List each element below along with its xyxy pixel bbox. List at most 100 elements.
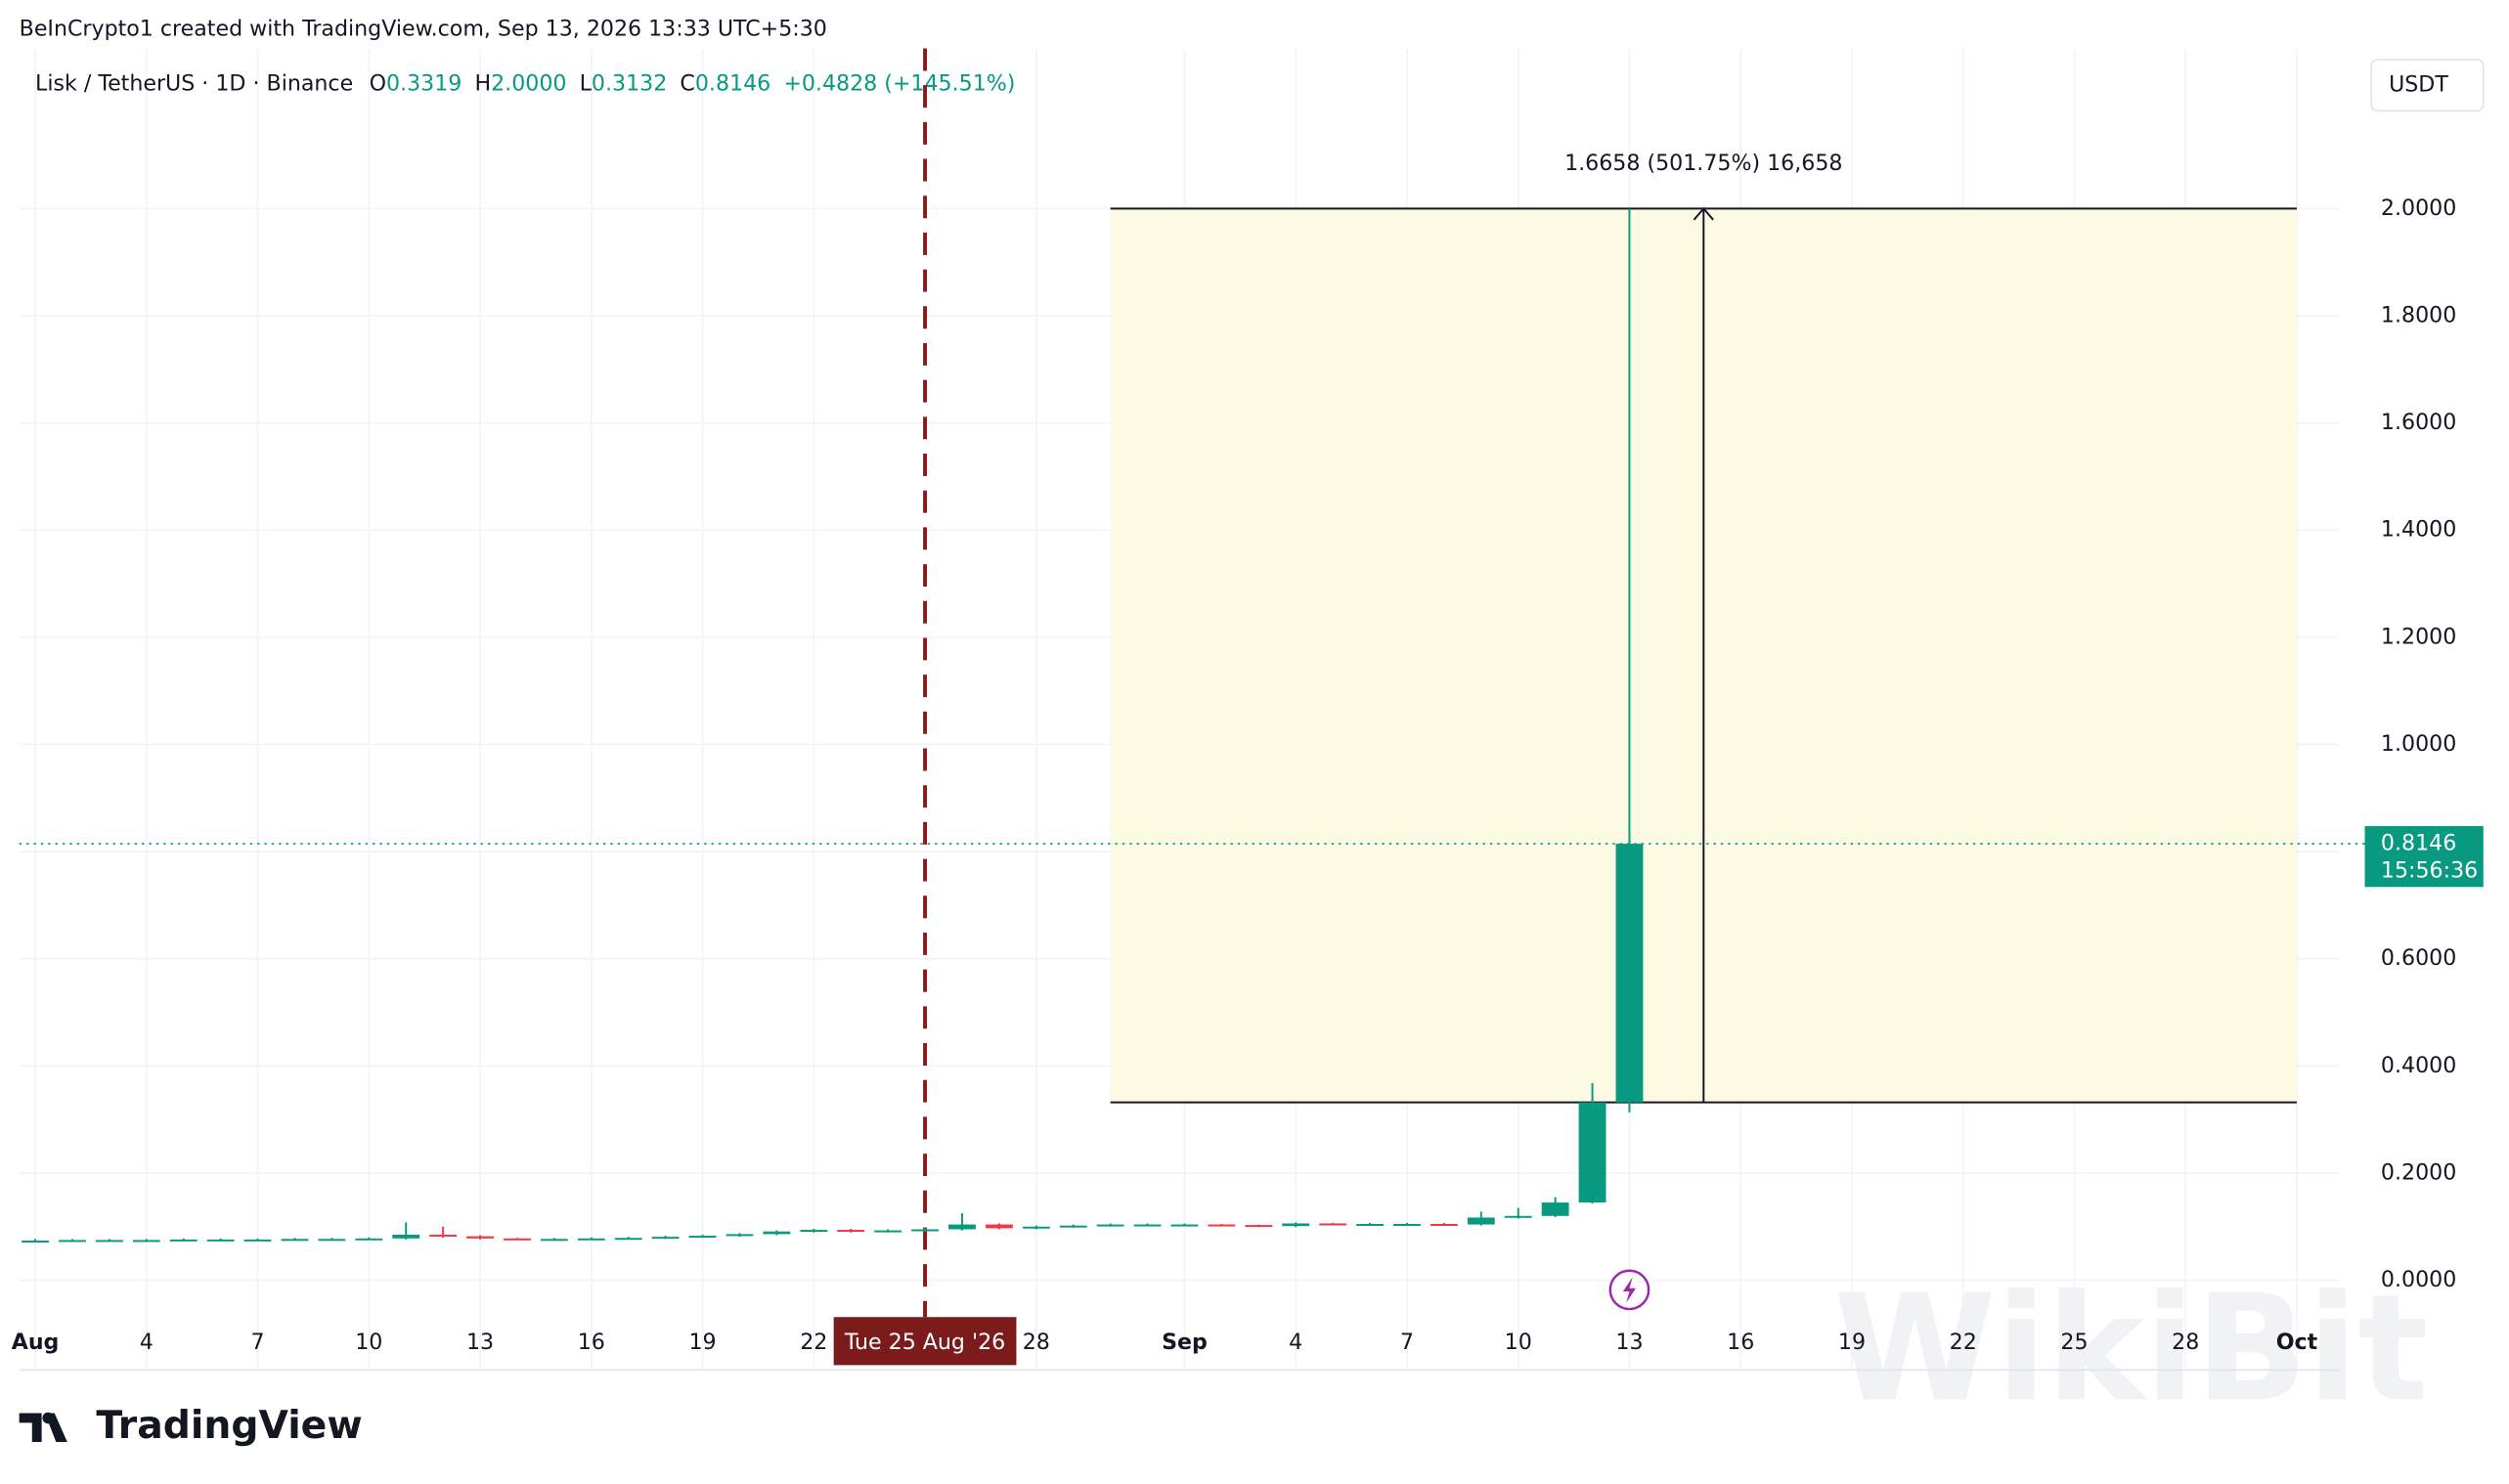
price-tag-countdown: 15:56:36 bbox=[2381, 857, 2478, 883]
y-tick-label: 0.0000 bbox=[2381, 1267, 2456, 1292]
candle-body bbox=[1059, 1225, 1087, 1228]
candle-body bbox=[169, 1239, 198, 1242]
legend-open: 0.3319 bbox=[386, 70, 462, 96]
crosshair-label-box bbox=[833, 1317, 1017, 1366]
candle-body bbox=[874, 1230, 902, 1233]
candle-body bbox=[132, 1240, 160, 1243]
x-tick-label: 10 bbox=[355, 1330, 382, 1355]
candle-body bbox=[985, 1224, 1013, 1229]
candle-body bbox=[577, 1238, 605, 1241]
y-tick-label: 1.2000 bbox=[2381, 624, 2456, 649]
logo-icon bbox=[19, 1412, 67, 1443]
candle-body bbox=[95, 1240, 123, 1243]
x-tick-label: Aug bbox=[12, 1330, 60, 1355]
candle-body bbox=[59, 1240, 86, 1243]
candle-body bbox=[1282, 1223, 1310, 1227]
candle-body bbox=[800, 1230, 828, 1233]
x-tick-label: 16 bbox=[578, 1330, 605, 1355]
candle-body bbox=[429, 1234, 458, 1237]
candle-body bbox=[1096, 1224, 1124, 1227]
candle-body bbox=[243, 1239, 272, 1242]
x-tick-label: Oct bbox=[2276, 1330, 2318, 1355]
candle-body bbox=[466, 1236, 494, 1239]
currency: USDT bbox=[2389, 72, 2448, 98]
logo-text: TradingView bbox=[96, 1404, 362, 1448]
currency-box[interactable] bbox=[2370, 59, 2485, 112]
legend-l: L bbox=[580, 70, 593, 96]
x-tick-label: 13 bbox=[466, 1330, 494, 1355]
x-tick-label: 4 bbox=[1289, 1330, 1302, 1355]
candle-body bbox=[1319, 1223, 1347, 1226]
candle-body bbox=[1430, 1224, 1458, 1226]
legend-change: +0.4828 (+145.51%) bbox=[783, 70, 1015, 96]
candle-body bbox=[1022, 1226, 1050, 1229]
candle-body bbox=[1245, 1225, 1273, 1228]
x-tick-label: 7 bbox=[251, 1330, 265, 1355]
candle-body bbox=[504, 1238, 531, 1241]
candle-body bbox=[1541, 1202, 1569, 1216]
y-tick-label: 1.4000 bbox=[2381, 517, 2456, 543]
x-tick-label: 4 bbox=[140, 1330, 154, 1355]
candle-body bbox=[1208, 1224, 1236, 1227]
x-tick-label: 25 bbox=[2060, 1330, 2088, 1355]
candle-body bbox=[651, 1237, 680, 1240]
candle-body bbox=[726, 1234, 754, 1237]
y-tick-label: 0.6000 bbox=[2381, 945, 2456, 971]
x-tick-label: 10 bbox=[1505, 1330, 1532, 1355]
y-tick-label: 1.0000 bbox=[2381, 731, 2456, 757]
candle-body bbox=[22, 1240, 49, 1243]
watermark: WikiBit bbox=[1833, 1262, 2428, 1434]
legend-c: C bbox=[680, 70, 694, 96]
candle-body bbox=[392, 1234, 420, 1239]
y-tick-label: 0.2000 bbox=[2381, 1159, 2456, 1185]
x-tick-label: 13 bbox=[1615, 1330, 1643, 1355]
candle-body bbox=[206, 1239, 235, 1242]
candle-body bbox=[281, 1239, 309, 1242]
header: BeInCrypto1 created with TradingView.com… bbox=[20, 16, 827, 41]
y-tick-label: 1.8000 bbox=[2381, 302, 2456, 327]
candle-body bbox=[540, 1239, 568, 1242]
candle-body bbox=[1615, 844, 1644, 1103]
legend-h: H bbox=[474, 70, 491, 96]
price-tag-value: 0.8146 bbox=[2381, 831, 2456, 856]
x-tick-label: 28 bbox=[1023, 1330, 1050, 1355]
candle-body bbox=[1578, 1102, 1607, 1203]
x-tick-label: 22 bbox=[800, 1330, 827, 1355]
legend-o: O bbox=[370, 70, 386, 96]
x-tick-label: 19 bbox=[1838, 1330, 1866, 1355]
candle-body bbox=[837, 1230, 865, 1233]
candle-body bbox=[688, 1236, 717, 1239]
price-tag bbox=[2364, 826, 2484, 888]
x-tick-label: Sep bbox=[1162, 1330, 1208, 1355]
candle-body bbox=[1170, 1224, 1199, 1227]
candle-body bbox=[1133, 1224, 1162, 1227]
legend-close: 0.8146 bbox=[695, 70, 770, 96]
x-tick-label: 28 bbox=[2172, 1330, 2199, 1355]
candle-body bbox=[911, 1229, 939, 1232]
candle-body bbox=[1467, 1217, 1495, 1225]
x-tick-label: 19 bbox=[688, 1330, 716, 1355]
candle-body bbox=[614, 1238, 642, 1241]
x-tick-label: 7 bbox=[1400, 1330, 1414, 1355]
y-tick-label: 0.4000 bbox=[2381, 1053, 2456, 1078]
measure-arrowhead bbox=[1693, 206, 1714, 221]
y-tick-label: 2.0000 bbox=[2381, 196, 2456, 221]
event-bolt bbox=[1622, 1277, 1637, 1303]
candle-body bbox=[1393, 1224, 1421, 1226]
x-tick-label: 22 bbox=[1950, 1330, 1977, 1355]
legend-low: 0.3132 bbox=[592, 70, 667, 96]
legend: Lisk / TetherUS · 1D · Binance O0.3319 H2.… bbox=[35, 70, 1015, 96]
legend-symbol: Lisk / TetherUS · 1D · Binance bbox=[35, 70, 353, 96]
y-tick-label: 1.6000 bbox=[2381, 410, 2456, 435]
candle-body bbox=[355, 1238, 383, 1241]
measure-label: 1.6658 (501.75%) 16,658 bbox=[1564, 151, 1842, 176]
candle-body bbox=[763, 1231, 791, 1235]
candle-body bbox=[948, 1224, 976, 1230]
candle-body bbox=[318, 1239, 346, 1242]
legend-high: 2.0000 bbox=[491, 70, 566, 96]
crosshair-label: Tue 25 Aug '26 bbox=[844, 1330, 1005, 1355]
candle-body bbox=[1356, 1224, 1384, 1226]
candle-body bbox=[1504, 1215, 1532, 1218]
x-tick-label: 16 bbox=[1727, 1330, 1754, 1355]
